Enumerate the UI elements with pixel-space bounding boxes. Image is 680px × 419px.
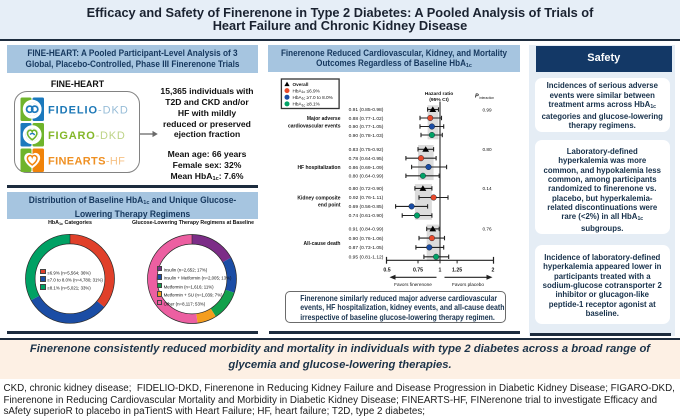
svg-text:Favors placebo: Favors placebo [452, 282, 484, 287]
svg-text:All-cause death: All-cause death [304, 241, 341, 247]
svg-text:FIDELIO-DKD: FIDELIO-DKD [48, 105, 129, 117]
svg-text:0.75: 0.75 [413, 268, 423, 274]
svg-text:0.99: 0.99 [482, 107, 492, 112]
svg-text:0.91 (0.84-0.99): 0.91 (0.84-0.99) [349, 227, 384, 233]
svg-text:0.86 (0.69-1.09): 0.86 (0.69-1.09) [349, 165, 384, 171]
svg-text:end point: end point [318, 203, 341, 209]
svg-text:0.78 (0.64-0.95): 0.78 (0.64-0.95) [349, 156, 384, 162]
svg-text:Hazard ratio: Hazard ratio [425, 91, 454, 97]
svg-text:0.95 (0.81-1.12): 0.95 (0.81-1.12) [349, 255, 384, 261]
svg-text:Kidney composite: Kidney composite [297, 195, 340, 201]
svg-text:0.5: 0.5 [383, 268, 390, 274]
svg-text:2: 2 [492, 268, 495, 274]
svg-text:HbA1c ≤6.9%: HbA1c ≤6.9% [293, 88, 320, 94]
svg-text:FIGARO-DKD: FIGARO-DKD [48, 130, 126, 142]
svg-text:0.88 (0.77-1.02): 0.88 (0.77-1.02) [349, 116, 384, 122]
svg-text:P: P [475, 94, 479, 100]
svg-text:0.87 (0.73-1.05): 0.87 (0.73-1.05) [349, 245, 384, 251]
svg-text:0.69 (0.56-0.85): 0.69 (0.56-0.85) [349, 204, 384, 210]
svg-text:1: 1 [439, 268, 442, 274]
svg-text:Major adverse: Major adverse [307, 116, 341, 122]
svg-text:Favors finerenone: Favors finerenone [394, 282, 432, 287]
svg-text:0.80: 0.80 [482, 147, 492, 152]
svg-text:0.80 (0.64-0.99): 0.80 (0.64-0.99) [349, 174, 384, 180]
svg-text:HF hospitalization: HF hospitalization [297, 165, 340, 171]
svg-text:0.90 (0.78-1.03): 0.90 (0.78-1.03) [349, 133, 384, 139]
svg-text:0.83 (0.75-0.92): 0.83 (0.75-0.92) [349, 147, 384, 153]
svg-text:0.91 (0.85-0.98): 0.91 (0.85-0.98) [349, 107, 384, 113]
svg-text:HbA1c ≥7.0 to 8.0%: HbA1c ≥7.0 to 8.0% [293, 95, 333, 101]
svg-text:0.90 (0.76-1.06): 0.90 (0.76-1.06) [349, 236, 384, 242]
svg-text:interaction: interaction [479, 96, 494, 100]
svg-text:0.74 (0.61-0.90): 0.74 (0.61-0.90) [349, 213, 384, 219]
svg-text:0.76: 0.76 [482, 227, 492, 232]
svg-text:(95% CI): (95% CI) [429, 97, 449, 103]
svg-text:FINEARTS-HF: FINEARTS-HF [48, 156, 125, 168]
svg-text:Overall: Overall [293, 82, 309, 87]
svg-text:0.14: 0.14 [482, 186, 492, 191]
svg-text:0.90 (0.77-1.05): 0.90 (0.77-1.05) [349, 124, 384, 130]
svg-text:1.25: 1.25 [452, 268, 462, 274]
svg-text:0.80 (0.72-0.90): 0.80 (0.72-0.90) [349, 186, 384, 192]
svg-text:cardiovascular events: cardiovascular events [288, 123, 341, 129]
svg-text:0.92 (0.76-1.11): 0.92 (0.76-1.11) [349, 195, 384, 201]
svg-text:HbA1c ≥8.1%: HbA1c ≥8.1% [293, 102, 320, 108]
